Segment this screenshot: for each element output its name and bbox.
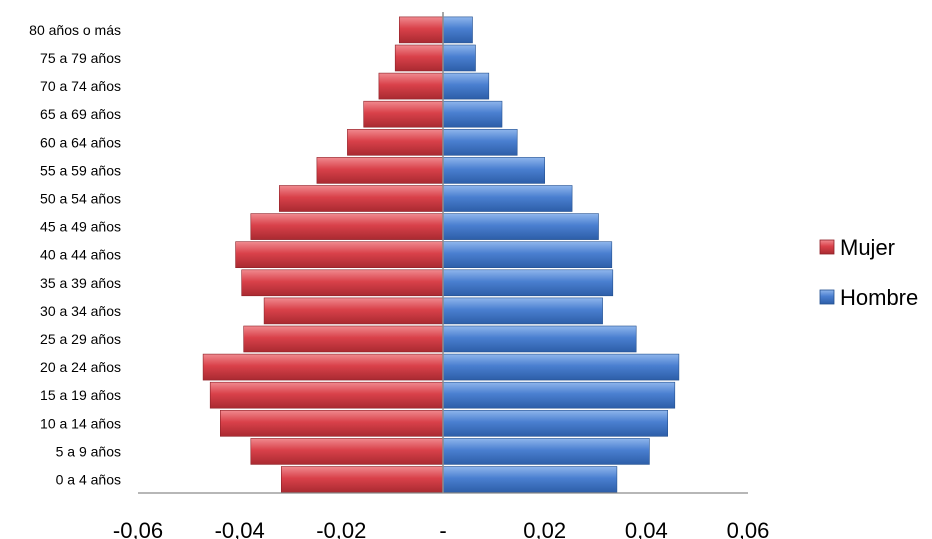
bar-mujer-0: [280, 466, 444, 493]
y-tick-label: 0 a 4 años: [56, 472, 121, 488]
bar-mujer-8: [235, 241, 444, 268]
bar-mujer-13: [363, 100, 444, 128]
bar-hombre-13: [442, 100, 503, 128]
bar-mujer-9: [250, 213, 444, 240]
y-tick-label: 65 a 69 años: [40, 106, 121, 122]
axes-group: [138, 12, 748, 494]
y-tick-label: 10 a 14 años: [40, 415, 121, 431]
bar-hombre-9: [442, 213, 599, 240]
bar-hombre-5: [442, 325, 637, 353]
x-tick-label: 0,06: [727, 518, 770, 539]
legend-swatch-hombre: [819, 289, 835, 305]
bar-mujer-5: [243, 325, 444, 353]
y-tick-label: 60 a 64 años: [40, 134, 121, 150]
bar-hombre-2: [442, 409, 668, 437]
y-tick-label: 50 a 54 años: [40, 191, 121, 207]
legend-label-hombre: Hombre: [840, 285, 918, 310]
bar-mujer-7: [241, 269, 444, 297]
bar-hombre-1: [442, 438, 650, 465]
legend: Mujer Hombre: [819, 235, 918, 310]
x-tick-label: -0,02: [316, 518, 366, 539]
bar-hombre-15: [442, 44, 476, 72]
x-tick-label: -0,06: [113, 518, 163, 539]
bar-mujer-3: [209, 381, 444, 409]
bar-hombre-4: [442, 353, 680, 381]
y-tick-label: 55 a 59 años: [40, 162, 121, 178]
bar-mujer-12: [347, 129, 444, 156]
x-axis-labels: -0,06 -0,04 -0,02-0,02 0,04 0,06: [113, 518, 769, 539]
y-tick-label: 45 a 49 años: [40, 219, 121, 235]
bar-mujer-10: [278, 185, 444, 212]
y-tick-label: 75 a 79 años: [40, 50, 121, 66]
bar-hombre-14: [442, 72, 490, 100]
bar-hombre-0: [442, 466, 618, 493]
bar-hombre-10: [442, 185, 573, 212]
y-tick-label: 35 a 39 años: [40, 275, 121, 291]
bar-mujer-14: [378, 72, 444, 100]
bar-mujer-4: [202, 353, 444, 381]
y-tick-label: 30 a 34 años: [40, 303, 121, 319]
y-tick-label: 20 a 24 años: [40, 359, 121, 375]
bar-hombre-11: [442, 157, 545, 184]
y-tick-label: 15 a 19 años: [40, 387, 121, 403]
bar-hombre-12: [442, 129, 518, 156]
y-tick-label: 25 a 29 años: [40, 331, 121, 347]
x-tick-label: 0,02: [523, 518, 566, 539]
x-tick-label: 0,04: [625, 518, 668, 539]
y-tick-label: 40 a 44 años: [40, 247, 121, 263]
bar-hombre-8: [442, 241, 613, 268]
y-axis-labels: 0 a 4 años 5 a 9 años 10 a 14 años 15 a 19 …: [29, 22, 121, 488]
bar-mujer-11: [316, 157, 444, 184]
bar-mujer-1: [250, 438, 444, 465]
bar-mujer-2: [220, 409, 444, 437]
y-tick-label: 5 a 9 años: [56, 443, 121, 459]
x-tick-label: -: [439, 518, 446, 539]
legend-swatch-mujer: [819, 239, 835, 255]
bar-mujer-6: [263, 297, 444, 325]
bar-hombre-7: [442, 269, 614, 297]
legend-label-mujer: Mujer: [840, 235, 895, 260]
bar-hombre-6: [442, 297, 603, 325]
bars-group: [202, 16, 680, 493]
bar-hombre-3: [442, 381, 676, 409]
y-tick-label: 70 a 74 años: [40, 78, 121, 94]
bar-hombre-16: [442, 16, 473, 44]
y-tick-label: 80 años o más: [29, 22, 121, 38]
bar-mujer-15: [394, 44, 444, 72]
x-tick-label: -0,04: [215, 518, 265, 539]
bar-mujer-16: [398, 16, 444, 44]
